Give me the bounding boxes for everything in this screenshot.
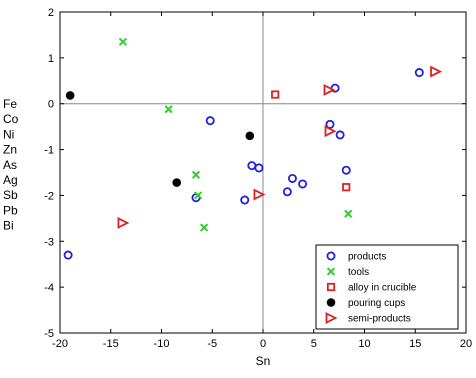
x-tick-label: 0: [260, 338, 266, 350]
legend-label-semi-products: semi-products: [348, 314, 411, 325]
y-axis-label-line: Zn: [3, 143, 17, 157]
products-point: [335, 130, 345, 140]
tools-point: [344, 209, 353, 218]
y-tick-label: 2: [48, 7, 54, 19]
x-tick-label: -10: [154, 338, 170, 350]
products-point: [63, 250, 73, 260]
legend-label-products: products: [348, 252, 386, 263]
semi-products-point: [324, 125, 337, 138]
legend-label-tools: tools: [348, 267, 369, 278]
alloy-in-crucible-point: [271, 90, 280, 99]
pouring-cups-point: [172, 178, 182, 187]
products-point: [247, 161, 257, 171]
legend-marker-products: [326, 251, 336, 261]
y-tick-label: -4: [44, 282, 54, 294]
products-point: [287, 173, 297, 183]
x-tick-label: 10: [358, 338, 370, 350]
y-tick-label: -1: [44, 145, 54, 157]
tools-point: [191, 170, 201, 179]
legend-marker-semi-products: [325, 312, 338, 324]
semi-products-point: [117, 216, 130, 229]
y-tick-label: 0: [48, 99, 54, 111]
y-tick-label: 1: [48, 53, 54, 65]
legend-box: [315, 244, 459, 330]
y-axis-label-line: Sb: [3, 188, 18, 202]
tools-point: [193, 191, 203, 200]
semi-products-point: [430, 65, 443, 78]
products-point: [254, 163, 264, 173]
tools-point: [118, 37, 128, 46]
y-tick-label: -3: [44, 236, 54, 248]
y-axis-label-line: Bi: [3, 219, 14, 233]
y-axis-label-line: Ag: [3, 173, 18, 187]
x-tick-label: 20: [460, 338, 472, 350]
y-axis-label-line: Co: [3, 112, 19, 126]
x-tick-label: -5: [207, 338, 217, 350]
y-tick-label: -5: [44, 328, 54, 340]
pouring-cups-point: [65, 91, 75, 100]
legend-marker-alloy-in-crucible: [326, 282, 336, 292]
x-tick-label: 5: [311, 338, 317, 350]
semi-products-point: [253, 188, 266, 201]
products-point: [414, 68, 424, 78]
y-axis-label-line: Fe: [3, 97, 17, 111]
x-tick-label: -20: [52, 338, 68, 350]
products-point: [240, 195, 250, 205]
semi-products-point: [323, 84, 336, 96]
products-point: [325, 119, 335, 129]
tools-point: [200, 223, 209, 232]
x-tick-label: 15: [409, 338, 421, 350]
alloy-in-crucible-point: [342, 183, 351, 192]
pouring-cups-point: [245, 131, 255, 141]
products-point: [341, 165, 351, 175]
y-axis-label-line: Ni: [3, 127, 14, 141]
products-point: [282, 187, 292, 197]
tools-point: [164, 105, 173, 114]
x-axis-label: Sn: [256, 354, 271, 368]
legend-label-alloy-in-crucible: alloy in crucible: [348, 283, 417, 294]
legend-label-pouring-cups: pouring cups: [348, 298, 405, 309]
products-point: [205, 116, 215, 126]
y-tick-label: -2: [44, 190, 54, 202]
legend-marker-pouring-cups: [326, 298, 336, 307]
legend-marker-tools: [326, 267, 336, 276]
x-tick-label: -15: [103, 338, 119, 350]
y-axis-label-line: Pb: [3, 203, 18, 217]
y-axis-label-line: As: [3, 158, 17, 172]
products-point: [298, 179, 308, 189]
